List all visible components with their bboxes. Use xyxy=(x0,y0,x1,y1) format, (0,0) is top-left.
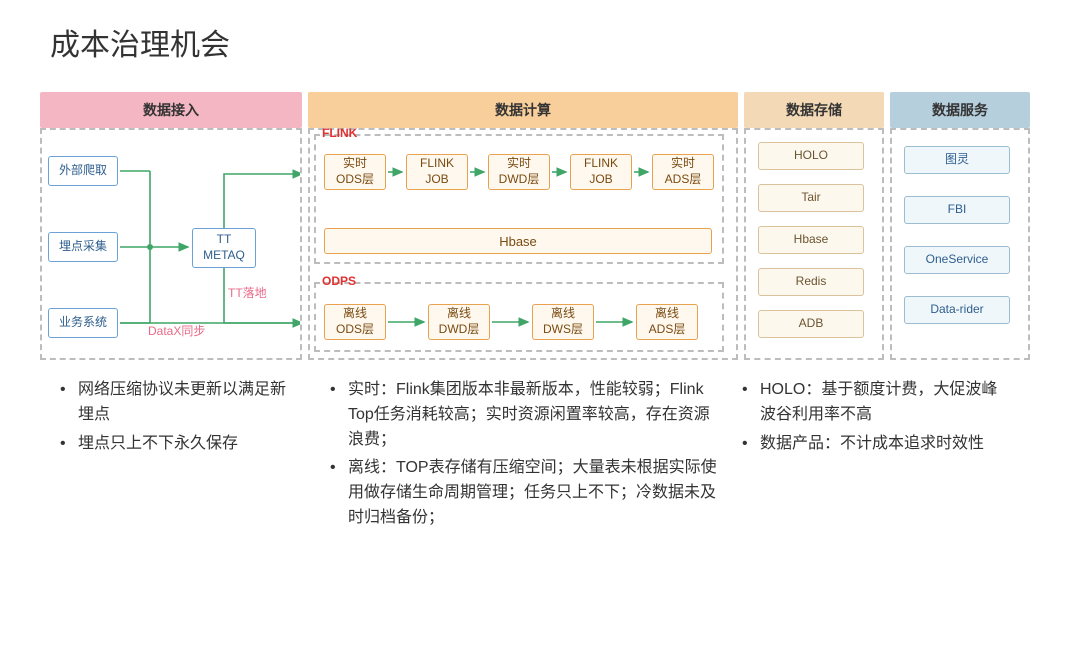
section-ingest-body: 外部爬取 埋点采集 业务系统 TT METAQ TT落地 DataX同步 xyxy=(40,128,302,360)
section-service-header: 数据服务 xyxy=(890,92,1030,128)
node-source-biz: 业务系统 xyxy=(48,308,118,338)
node-off-ads: 离线 ADS层 xyxy=(636,304,698,340)
node-storage-adb: ADB xyxy=(758,310,864,338)
node-off-dws: 离线 DWS层 xyxy=(532,304,594,340)
node-hbase: Hbase xyxy=(324,228,712,254)
section-storage-body: HOLO Tair Hbase Redis ADB xyxy=(744,128,884,360)
label-tt-land: TT落地 xyxy=(228,284,267,301)
note-item: HOLO：基于额度计费，大促波峰波谷利用率不高 xyxy=(742,378,1012,428)
notes: 网络压缩协议未更新以满足新埋点 埋点只上不下永久保存 实时：Flink集团版本非… xyxy=(40,378,1040,535)
section-compute-header: 数据计算 xyxy=(308,92,738,128)
label-flink: FLINK xyxy=(322,126,357,140)
node-flink-job-1: FLINK JOB xyxy=(406,154,468,190)
node-off-dwd: 离线 DWD层 xyxy=(428,304,490,340)
node-storage-tair: Tair xyxy=(758,184,864,212)
section-service-body: 图灵 FBI OneService Data-rider xyxy=(890,128,1030,360)
notes-col-ingest: 网络压缩协议未更新以满足新埋点 埋点只上不下永久保存 xyxy=(40,378,302,535)
node-service-fbi: FBI xyxy=(904,196,1010,224)
notes-col-compute: 实时：Flink集团版本非最新版本，性能较弱；Flink Top任务消耗较高；实… xyxy=(302,378,732,535)
notes-col-storage: HOLO：基于额度计费，大促波峰波谷利用率不高 数据产品：不计成本追求时效性 xyxy=(732,378,1012,535)
section-compute-body: FLINK 实时 ODS层 FLINK JOB 实时 DWD层 FLINK JO… xyxy=(308,128,738,360)
label-odps: ODPS xyxy=(322,274,356,288)
note-item: 埋点只上不下永久保存 xyxy=(60,432,292,457)
section-service: 数据服务 图灵 FBI OneService Data-rider xyxy=(890,92,1030,360)
node-storage-redis: Redis xyxy=(758,268,864,296)
label-datax: DataX同步 xyxy=(148,322,205,339)
note-item: 数据产品：不计成本追求时效性 xyxy=(742,432,1012,457)
node-storage-hbase: Hbase xyxy=(758,226,864,254)
node-flink-job-2: FLINK JOB xyxy=(570,154,632,190)
node-source-tracking: 埋点采集 xyxy=(48,232,118,262)
page-title: 成本治理机会 xyxy=(50,20,1040,64)
section-ingest: 数据接入 外部爬取 埋点采集 业务系统 TT METAQ TT落地 DataX同… xyxy=(40,92,302,360)
note-item: 网络压缩协议未更新以满足新埋点 xyxy=(60,378,292,428)
note-item: 离线：TOP表存储有压缩空间；大量表未根据实际使用做存储生命周期管理；任务只上不… xyxy=(330,456,722,530)
section-compute: 数据计算 FLINK 实时 ODS层 FLINK JOB 实时 DWD层 FLI… xyxy=(308,92,738,360)
section-ingest-header: 数据接入 xyxy=(40,92,302,128)
node-service-datarider: Data-rider xyxy=(904,296,1010,324)
section-storage-header: 数据存储 xyxy=(744,92,884,128)
node-source-external: 外部爬取 xyxy=(48,156,118,186)
node-rt-ods: 实时 ODS层 xyxy=(324,154,386,190)
node-service-oneservice: OneService xyxy=(904,246,1010,274)
architecture-diagram: 数据接入 外部爬取 埋点采集 业务系统 TT METAQ TT落地 DataX同… xyxy=(40,92,1040,360)
node-off-ods: 离线 ODS层 xyxy=(324,304,386,340)
node-rt-ads: 实时 ADS层 xyxy=(652,154,714,190)
section-storage: 数据存储 HOLO Tair Hbase Redis ADB xyxy=(744,92,884,360)
node-storage-holo: HOLO xyxy=(758,142,864,170)
node-tt-metaq: TT METAQ xyxy=(192,228,256,268)
note-item: 实时：Flink集团版本非最新版本，性能较弱；Flink Top任务消耗较高；实… xyxy=(330,378,722,452)
node-service-tuling: 图灵 xyxy=(904,146,1010,174)
node-rt-dwd: 实时 DWD层 xyxy=(488,154,550,190)
